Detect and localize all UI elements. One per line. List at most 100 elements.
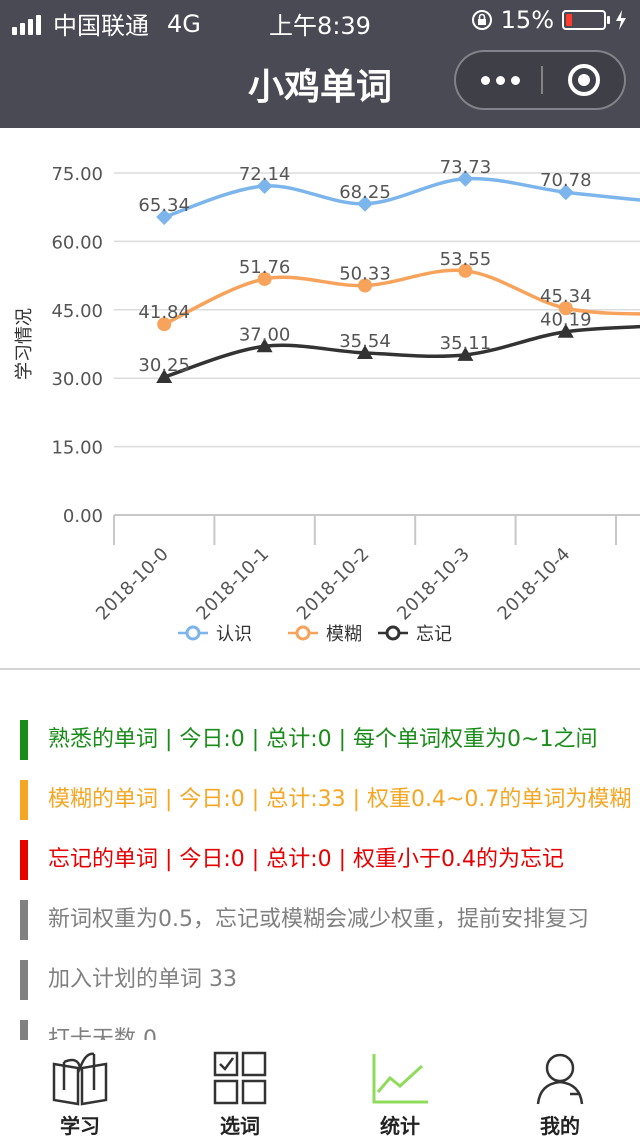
data-label: 51.76	[239, 257, 291, 278]
info-text: 新词权重为0.5，忘记或模糊会减少权重，提前安排复习	[48, 907, 589, 932]
legend-symbol	[385, 625, 401, 641]
target-icon[interactable]	[568, 64, 600, 96]
legend-symbol	[185, 625, 201, 641]
info-row-forgotten: 忘记的单词 | 今日:0 | 总计:0 | 权重小于0.4的为忘记	[20, 840, 640, 880]
data-label: 30.25	[138, 355, 190, 376]
tab-label: 我的	[540, 1114, 580, 1138]
data-label: 37.00	[239, 324, 291, 345]
nav-bar: 小鸡单词	[0, 40, 640, 128]
data-label: 68.25	[339, 182, 391, 203]
data-label: 45.34	[540, 286, 592, 307]
more-dots-icon[interactable]	[478, 65, 522, 95]
data-label: 35.54	[339, 331, 391, 352]
info-text: 打卡天数 0	[48, 1027, 157, 1040]
legend-label: 模糊	[326, 624, 362, 645]
data-point	[156, 369, 173, 384]
study-chart: 学习情况 0.00 15.00 30.00 45.00 60.00 75.00 2018-10…	[0, 128, 640, 668]
tab-statistics[interactable]: 统计	[320, 1040, 480, 1138]
data-label: 72.14	[239, 164, 291, 185]
info-text: 加入计划的单词 33	[48, 967, 237, 992]
info-row-checkin-days: 打卡天数 0	[20, 1020, 640, 1040]
legend-symbol	[295, 625, 311, 641]
data-point	[256, 178, 273, 195]
line-chart-icon	[372, 1054, 428, 1104]
carrier-label: 中国联通	[53, 12, 149, 40]
data-label: 50.33	[339, 263, 391, 284]
info-row-plan-count: 加入计划的单词 33	[20, 960, 640, 1000]
y-tick-label: 15.00	[51, 438, 103, 459]
y-tick-label: 60.00	[51, 232, 103, 253]
word-stats-list: 熟悉的单词 | 今日:0 | 总计:0 | 每个单词权重为0~1之间 模糊的单词…	[0, 670, 640, 1040]
y-tick-label: 45.00	[51, 301, 103, 322]
x-tick-label: 2018-10-4	[494, 544, 575, 625]
tab-label: 学习	[60, 1114, 100, 1138]
page-title: 小鸡单词	[247, 67, 392, 108]
data-label: 41.84	[138, 302, 190, 323]
tab-select-words[interactable]: 选词	[160, 1040, 320, 1138]
data-label: 40.19	[540, 310, 592, 331]
info-row-weight-note: 新词权重为0.5，忘记或模糊会减少权重，提前安排复习	[20, 900, 640, 940]
row-color-bar	[20, 1020, 28, 1040]
y-axis-title: 学习情况	[14, 308, 35, 380]
tab-bar: 学习 选词 统计 我的	[0, 1040, 640, 1138]
info-text: 模糊的单词 | 今日:0 | 总计:33 | 权重0.4~0.7的单词为模糊	[48, 787, 632, 812]
tab-label: 统计	[380, 1114, 420, 1138]
data-point	[557, 184, 574, 201]
mini-program-capsule	[454, 50, 626, 110]
info-row-fuzzy: 模糊的单词 | 今日:0 | 总计:33 | 权重0.4~0.7的单词为模糊	[20, 780, 640, 820]
data-label: 53.55	[440, 249, 492, 270]
battery-percent: 15%	[500, 6, 554, 34]
battery-icon	[562, 10, 610, 30]
chart-divider	[0, 668, 640, 670]
y-tick-label: 75.00	[51, 164, 103, 185]
capsule-divider	[541, 66, 543, 94]
tab-label: 选词	[220, 1114, 260, 1138]
legend-label: 忘记	[416, 624, 452, 645]
row-color-bar	[20, 840, 28, 880]
data-point	[156, 209, 173, 226]
data-point	[358, 278, 372, 293]
series-line-0	[163, 176, 640, 219]
row-color-bar	[20, 720, 28, 760]
grid-check-icon	[213, 1051, 267, 1105]
x-tick-label: 2018-10-3	[393, 544, 474, 625]
info-text: 忘记的单词 | 今日:0 | 总计:0 | 权重小于0.4的为忘记	[48, 847, 565, 872]
status-bar: 中国联通 4G 上午8:39 15%	[0, 0, 640, 40]
x-tick-label: 2018-10-1	[192, 544, 273, 625]
network-label: 4G	[167, 9, 201, 38]
data-point	[557, 323, 574, 338]
row-color-bar	[20, 780, 28, 820]
data-label: 70.78	[540, 170, 592, 191]
series-line-2	[163, 324, 640, 379]
info-row-familiar: 熟悉的单词 | 今日:0 | 总计:0 | 每个单词权重为0~1之间	[20, 720, 640, 760]
data-point	[357, 195, 373, 212]
x-tick-label: 2018-10-0	[92, 544, 173, 625]
data-point	[257, 271, 272, 286]
data-label: 35.11	[440, 333, 492, 354]
data-label: 65.34	[138, 195, 190, 216]
charging-icon	[616, 10, 626, 30]
book-icon	[52, 1052, 108, 1106]
legend-label: 认识	[216, 624, 252, 645]
y-tick-label: 30.00	[51, 369, 103, 390]
y-tick-label: 0.00	[63, 506, 103, 527]
x-tick-label: 2018-10-2	[293, 544, 374, 625]
series-line-1	[163, 268, 640, 326]
data-point	[256, 338, 273, 353]
data-point	[458, 263, 473, 278]
user-icon	[536, 1053, 584, 1105]
row-color-bar	[20, 900, 28, 940]
tab-profile[interactable]: 我的	[480, 1040, 640, 1138]
data-point	[457, 170, 474, 187]
data-point	[457, 346, 474, 361]
data-point	[558, 301, 573, 316]
data-label: 73.73	[440, 157, 492, 178]
rotation-lock-icon	[471, 10, 492, 30]
tab-study[interactable]: 学习	[0, 1040, 160, 1138]
data-point	[157, 317, 172, 332]
info-text: 熟悉的单词 | 今日:0 | 总计:0 | 每个单词权重为0~1之间	[48, 727, 598, 752]
line-chart: 学习情况 0.00 15.00 30.00 45.00 60.00 75.00 2018-10…	[14, 157, 640, 645]
row-color-bar	[20, 960, 28, 1000]
signal-icon	[12, 13, 41, 35]
data-point	[357, 344, 373, 359]
